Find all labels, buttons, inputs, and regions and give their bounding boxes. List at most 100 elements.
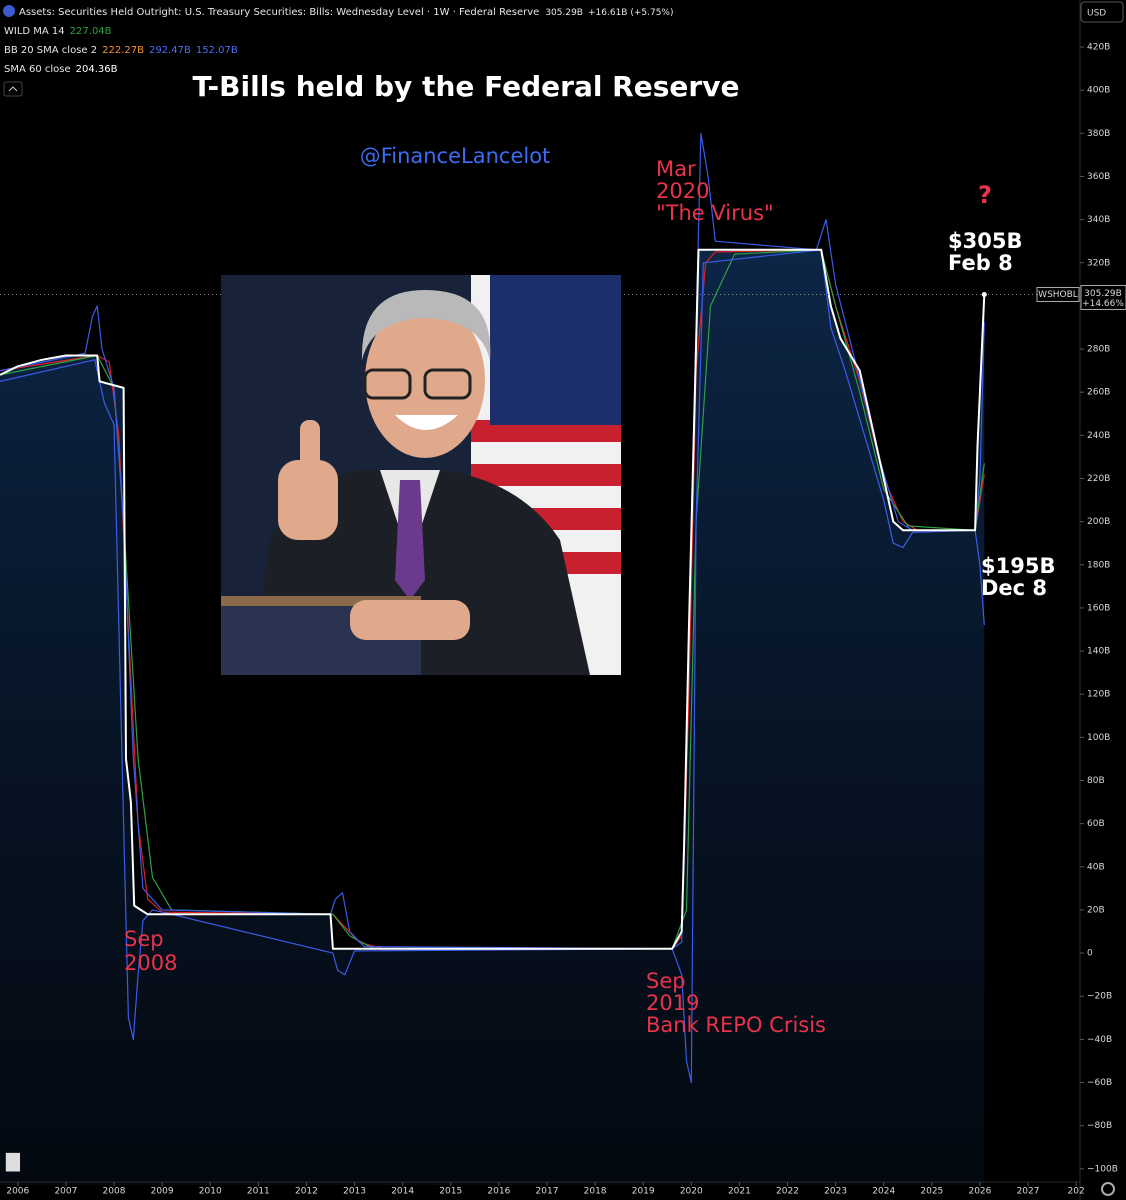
collapse-icon xyxy=(8,86,18,92)
y-tick-label: 80B xyxy=(1087,776,1105,786)
last-price: 305.29B xyxy=(545,8,583,18)
y-tick-label: 380B xyxy=(1087,129,1110,139)
y-tick-label: 40B xyxy=(1087,862,1105,872)
x-tick-label: 2020 xyxy=(680,1187,703,1197)
x-tick-label: 2014 xyxy=(391,1187,414,1197)
y-tick-label: 280B xyxy=(1087,345,1110,355)
currency-box[interactable] xyxy=(1080,1,1124,23)
indicator-value: 222.27B xyxy=(102,45,144,56)
price-tag xyxy=(1080,284,1126,310)
annotation: "The Virus" xyxy=(656,201,774,225)
y-tick-label: −40B xyxy=(1087,1035,1112,1045)
indicator-name: BB 20 SMA close 2 xyxy=(4,45,97,56)
x-tick-label: 2022 xyxy=(776,1187,799,1197)
series-title: Assets: Securities Held Outright: U.S. T… xyxy=(19,7,673,18)
x-tick-label: 2007 xyxy=(54,1187,77,1197)
chart-title: T-Bills held by the Federal Reserve xyxy=(193,70,740,103)
y-tick-label: −60B xyxy=(1087,1078,1112,1088)
x-tick-label: 2023 xyxy=(824,1187,847,1197)
y-tick-label: 140B xyxy=(1087,647,1110,657)
annotation: @FinanceLancelot xyxy=(360,144,551,168)
series-tag xyxy=(1036,286,1080,302)
last-point xyxy=(981,291,987,297)
x-tick-label: 2018 xyxy=(584,1187,607,1197)
flag-icon xyxy=(3,5,15,17)
y-tick-label: −100B xyxy=(1087,1164,1118,1174)
x-tick-label: 2019 xyxy=(632,1187,655,1197)
annotation: Sep xyxy=(124,927,164,951)
annotation: 2020 xyxy=(656,179,709,203)
y-tick-label: 180B xyxy=(1087,560,1110,570)
y-tick-label: 240B xyxy=(1087,431,1110,441)
annotation: ? xyxy=(978,181,992,209)
y-tick-label: 0 xyxy=(1087,949,1093,959)
y-tick-label: 20B xyxy=(1087,905,1105,915)
y-tick-label: 260B xyxy=(1087,388,1110,398)
x-tick-label: 2013 xyxy=(343,1187,366,1197)
indicator-legend: WILD MA 14 227.04B BB 20 SMA close 2 222.27… xyxy=(4,26,238,75)
y-tick-label: 220B xyxy=(1087,474,1110,484)
settings-icon[interactable] xyxy=(1101,1182,1115,1196)
indicator-value: 292.47B xyxy=(149,45,191,56)
y-tick-label: 420B xyxy=(1087,43,1110,53)
series-name: Assets: Securities Held Outright: U.S. T… xyxy=(19,7,539,18)
series-tag-name: WSHOBL xyxy=(1038,290,1078,300)
area xyxy=(0,249,985,1185)
indicator-value: 227.04B xyxy=(70,26,112,37)
x-tick-label: 202 xyxy=(1068,1187,1085,1197)
indicator: SMA 60 close 204.36B xyxy=(4,64,118,75)
annotation: 2008 xyxy=(124,951,177,975)
x-tick-label: 2010 xyxy=(199,1187,222,1197)
x-tick-label: 2017 xyxy=(536,1187,559,1197)
annotation: $305B xyxy=(948,229,1022,253)
y-tick-label: 100B xyxy=(1087,733,1110,743)
price-tag-value: 305.29B xyxy=(1084,289,1122,299)
change: +16.61B (+5.75%) xyxy=(588,8,674,18)
x-tick-label: 2011 xyxy=(247,1187,270,1197)
x-tick-label: 2027 xyxy=(1017,1187,1040,1197)
y-tick-label: −20B xyxy=(1087,992,1112,1002)
x-tick-label: 2012 xyxy=(295,1187,318,1197)
y-tick-label: 160B xyxy=(1087,603,1110,613)
photo xyxy=(221,275,621,675)
annotation: Mar xyxy=(656,157,696,181)
x-tick-label: 2024 xyxy=(872,1187,895,1197)
annotation: Bank REPO Crisis xyxy=(646,1013,826,1037)
plot-area xyxy=(0,132,1080,1185)
logo: ▇ xyxy=(5,1151,21,1172)
annotation: Sep xyxy=(646,969,686,993)
x-tick-label: 2021 xyxy=(728,1187,751,1197)
x-tick-label: 2006 xyxy=(6,1187,29,1197)
annotation: Feb 8 xyxy=(948,251,1013,275)
x-tick-label: 2026 xyxy=(968,1187,991,1197)
y-tick-label: 400B xyxy=(1087,86,1110,96)
price-tag-change: +14.66% xyxy=(1082,299,1124,309)
x-tick-label: 2009 xyxy=(151,1187,174,1197)
x-tick-label: 2008 xyxy=(103,1187,126,1197)
indicator-name: SMA 60 close xyxy=(4,64,71,75)
y-tick-label: 60B xyxy=(1087,819,1105,829)
y-tick-label: 120B xyxy=(1087,690,1110,700)
annotation: 2019 xyxy=(646,991,699,1015)
indicator: BB 20 SMA close 2 222.27B 292.47B 152.07B xyxy=(4,45,238,56)
indicator: WILD MA 14 227.04B xyxy=(4,26,112,37)
indicator-name: WILD MA 14 xyxy=(4,26,65,37)
x-tick-label: 2016 xyxy=(487,1187,510,1197)
indicator-value: 152.07B xyxy=(196,45,238,56)
annotation: Dec 8 xyxy=(981,576,1047,600)
indicator-value: 204.36B xyxy=(76,64,118,75)
x-tick-label: 2025 xyxy=(920,1187,943,1197)
line xyxy=(0,249,985,950)
y-tick-label: 340B xyxy=(1087,215,1110,225)
y-tick-label: 320B xyxy=(1087,258,1110,268)
line xyxy=(0,249,985,1084)
collapse-button[interactable] xyxy=(3,81,23,97)
currency: USD xyxy=(1087,9,1106,19)
y-tick-label: 200B xyxy=(1087,517,1110,527)
y-tick-label: −80B xyxy=(1087,1121,1112,1131)
annotation: $195B xyxy=(981,554,1055,578)
y-tick-label: 360B xyxy=(1087,172,1110,182)
line xyxy=(0,248,986,950)
x-tick-label: 2015 xyxy=(439,1187,462,1197)
